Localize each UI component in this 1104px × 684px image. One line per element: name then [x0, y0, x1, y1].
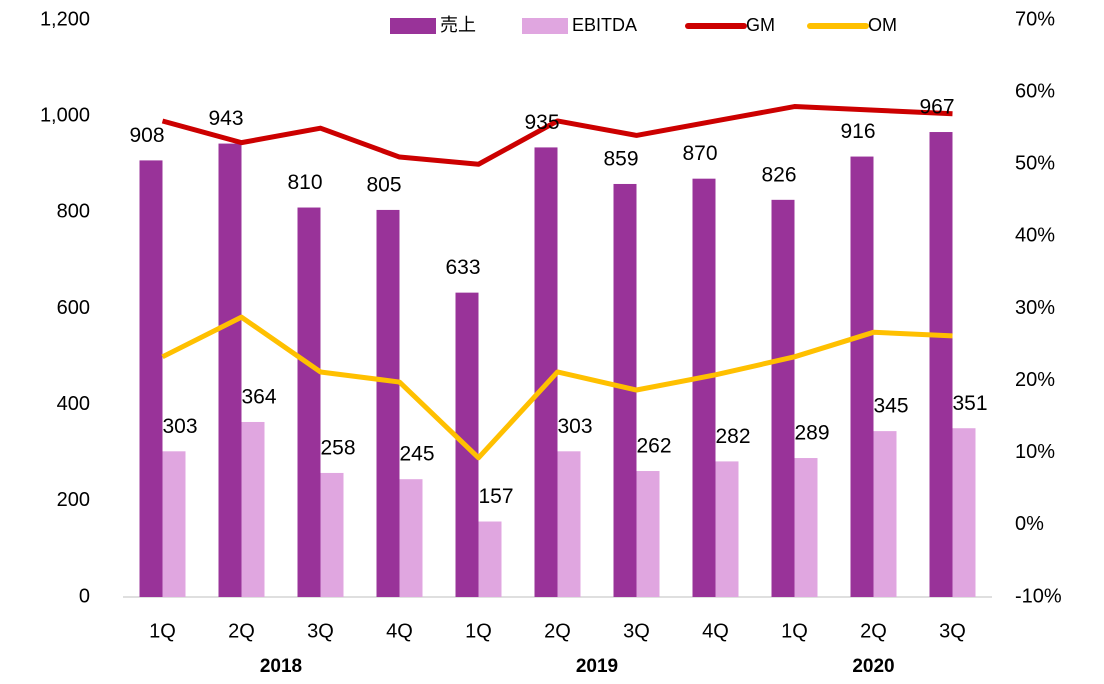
x-tick-label: 3Q [307, 620, 334, 642]
data-label: 870 [682, 142, 717, 165]
legend-label: EBITDA [572, 15, 637, 35]
data-label: 303 [162, 415, 197, 438]
data-label: 826 [761, 163, 796, 186]
bar [241, 421, 265, 597]
data-label: 859 [603, 148, 638, 171]
y-tick-label: 1,000 [40, 104, 90, 126]
data-label: 805 [366, 173, 401, 196]
bar [399, 479, 423, 597]
data-label: 967 [919, 96, 954, 119]
bar [692, 178, 716, 598]
bar [929, 132, 953, 597]
y-tick-label: 400 [57, 393, 90, 415]
data-label: 245 [399, 443, 434, 466]
y2-tick-label: 70% [1015, 8, 1055, 30]
x-tick-label: 2Q [860, 620, 887, 642]
x-tick-label: 2Q [228, 620, 255, 642]
y2-tick-label: -10% [1015, 585, 1062, 607]
year-label: 2020 [852, 656, 894, 677]
legend-label: GM [746, 15, 775, 35]
data-label: 289 [794, 422, 829, 445]
bar [715, 461, 739, 597]
data-label: 633 [445, 256, 480, 279]
bar [320, 472, 344, 597]
y2-tick-label: 50% [1015, 153, 1055, 175]
data-label: 935 [524, 111, 559, 134]
y2-tick-label: 60% [1015, 80, 1055, 102]
legend-swatch [390, 18, 436, 34]
data-label: 351 [952, 392, 987, 415]
bar [162, 451, 186, 597]
x-tick-label: 3Q [939, 620, 966, 642]
bar [557, 451, 581, 597]
y2-tick-label: 10% [1015, 441, 1055, 463]
year-label: 2019 [576, 656, 618, 677]
y2-tick-label: 30% [1015, 297, 1055, 319]
data-label: 345 [873, 395, 908, 418]
bar [478, 521, 502, 597]
data-label: 916 [840, 120, 875, 143]
x-tick-label: 1Q [465, 620, 492, 642]
data-label: 364 [241, 386, 276, 409]
data-label: 810 [287, 171, 322, 194]
bar [636, 471, 660, 597]
y-tick-label: 200 [57, 489, 90, 511]
legend-label: OM [868, 15, 897, 35]
legend-label: 売上 [440, 15, 476, 35]
data-label: 262 [636, 435, 671, 458]
data-label: 282 [715, 425, 750, 448]
year-label: 2018 [260, 656, 302, 677]
line [161, 104, 953, 167]
x-tick-label: 3Q [623, 620, 650, 642]
data-label: 303 [557, 415, 592, 438]
bar [218, 143, 242, 598]
x-tick-label: 4Q [386, 620, 413, 642]
bar [794, 458, 818, 597]
bar [139, 160, 163, 598]
bar [534, 147, 558, 597]
bar [376, 209, 400, 597]
y2-tick-label: 20% [1015, 369, 1055, 391]
y-tick-label: 1,200 [40, 8, 90, 30]
y2-tick-label: 0% [1015, 513, 1044, 535]
y2-tick-label: 40% [1015, 225, 1055, 247]
data-label: 258 [320, 436, 355, 459]
x-tick-label: 2Q [544, 620, 571, 642]
x-tick-label: 1Q [781, 620, 808, 642]
bar [952, 428, 976, 597]
legend-swatch [522, 18, 568, 34]
bar [873, 431, 897, 597]
y-tick-label: 600 [57, 297, 90, 319]
bar [850, 156, 874, 597]
data-label: 908 [129, 124, 164, 147]
bar [771, 199, 795, 597]
bar [297, 207, 321, 597]
bar [613, 183, 637, 597]
y-tick-label: 0 [79, 585, 90, 607]
y-tick-label: 800 [57, 201, 90, 223]
x-tick-label: 4Q [702, 620, 729, 642]
x-tick-label: 1Q [149, 620, 176, 642]
line [161, 314, 953, 461]
data-label: 943 [208, 107, 243, 130]
data-label: 157 [478, 485, 513, 508]
